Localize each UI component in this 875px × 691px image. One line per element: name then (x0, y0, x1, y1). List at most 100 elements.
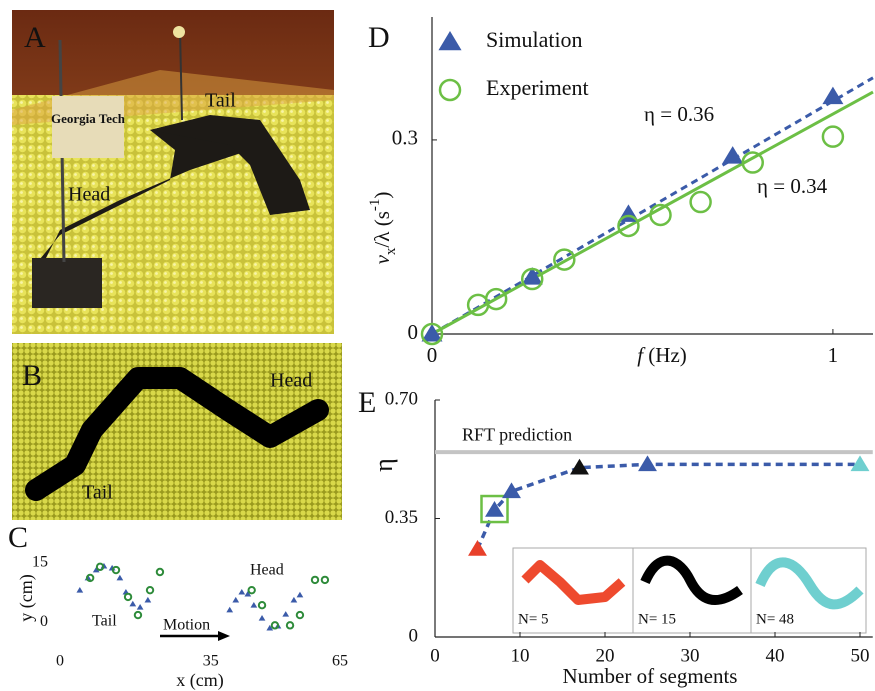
circle-marker (617, 214, 640, 238)
trend-line (475, 462, 860, 550)
triangle-marker (226, 606, 234, 613)
annotation: η = 0.36 (644, 102, 714, 126)
triangle-marker (76, 586, 84, 593)
x-axis-label: Number of segments (563, 664, 738, 688)
x-tick-label: 35 (203, 653, 219, 670)
triangle-marker (521, 267, 543, 285)
triangle-marker (296, 591, 304, 598)
x-tick-label: 0 (427, 343, 438, 367)
circle-marker (155, 567, 165, 577)
inset-label: N= 48 (756, 611, 794, 627)
triangle-marker (232, 596, 240, 603)
y-tick-label: 0 (40, 613, 48, 630)
circle-marker (85, 573, 95, 583)
circle-marker (320, 575, 330, 585)
triangle-marker (116, 574, 124, 581)
x-tick-label: 0 (430, 645, 440, 666)
legend-marker (438, 31, 462, 51)
panel-label: A (24, 21, 46, 54)
triangle-marker (290, 596, 298, 603)
label-part: f (637, 343, 646, 367)
circle-marker (247, 585, 256, 595)
triangle-marker (136, 603, 144, 610)
x-tick-label: 65 (332, 653, 348, 670)
triangle-marker (722, 146, 744, 164)
circle-marker (270, 621, 280, 630)
x-axis-label: f (Hz) (637, 343, 687, 367)
circle-marker (553, 248, 576, 271)
triangle-marker (822, 86, 844, 105)
photo-text: Tail (205, 90, 236, 112)
circle-marker (649, 203, 672, 227)
y-tick-label: 15 (32, 554, 48, 571)
circle-marker (821, 125, 845, 148)
label-part: (Hz) (643, 343, 687, 367)
triangle-marker (266, 624, 274, 631)
circle-marker (310, 575, 320, 585)
circle-marker (95, 562, 105, 572)
circle-marker (689, 190, 712, 214)
panel-label: C (8, 521, 28, 554)
y-tick-label: 0.35 (385, 507, 418, 528)
x-tick-label: 50 (851, 645, 870, 666)
circle-marker (145, 585, 155, 595)
y-tick-label: 0.70 (385, 388, 418, 409)
circle-marker (741, 151, 764, 174)
annotation: η = 0.34 (757, 174, 828, 198)
triangle-marker (282, 611, 290, 617)
x-tick-label: 0 (56, 653, 64, 670)
circle-marker (111, 565, 121, 575)
circle-marker (285, 621, 295, 630)
circle-marker (420, 322, 444, 346)
circle-marker (123, 592, 133, 602)
y-tick-label: 0 (408, 320, 419, 344)
triangle-marker (129, 600, 137, 607)
photo-text: Head (270, 370, 312, 392)
triangle-marker (638, 455, 657, 472)
flag-text: Georgia Tech (51, 111, 126, 126)
photo-text: Head (68, 184, 110, 206)
x-tick-label: 40 (766, 645, 785, 666)
legend-marker (438, 78, 462, 102)
triangle-marker (502, 482, 521, 499)
triangle-marker (92, 566, 100, 573)
y-axis-label: vx/λ (s-1) (367, 192, 399, 265)
circle-marker (257, 600, 267, 610)
label-part: /λ (s (370, 211, 394, 247)
fit-line (431, 76, 874, 336)
x-axis-label: x (cm) (176, 670, 223, 691)
x-tick-label: 10 (511, 645, 530, 666)
annotation: Tail (92, 613, 117, 630)
triangle-marker (850, 455, 870, 472)
circle-marker (133, 610, 143, 620)
fit-line (431, 90, 874, 336)
photo-text: Tail (82, 482, 113, 504)
triangle-marker (570, 458, 589, 475)
inset-label: N= 5 (518, 611, 549, 627)
label-part: x (383, 247, 399, 255)
legend-label: Simulation (486, 27, 583, 52)
motion-arrow-head (218, 631, 230, 641)
label-part: ) (370, 192, 394, 199)
x-tick-label: 30 (681, 645, 700, 666)
photo-a (12, 10, 334, 334)
circle-marker (484, 287, 508, 311)
circle-marker (520, 267, 544, 291)
inset-shapes (512, 547, 867, 634)
y-tick-label: 0 (409, 625, 419, 646)
simulation-image (12, 343, 342, 520)
inset-label: N= 15 (638, 611, 676, 627)
triangle-marker (144, 596, 152, 603)
panel-label: E (358, 386, 376, 419)
annotation: Motion (163, 617, 210, 634)
y-axis-label: η (369, 458, 398, 472)
triangle-marker (238, 588, 246, 595)
triangle-marker (258, 615, 266, 621)
circle-marker (295, 610, 305, 620)
triangle-marker (485, 501, 504, 517)
panel-label: D (368, 21, 390, 54)
reference-label: RFT prediction (462, 424, 572, 444)
label-part: -1 (367, 199, 383, 212)
annotation: Head (250, 562, 284, 579)
